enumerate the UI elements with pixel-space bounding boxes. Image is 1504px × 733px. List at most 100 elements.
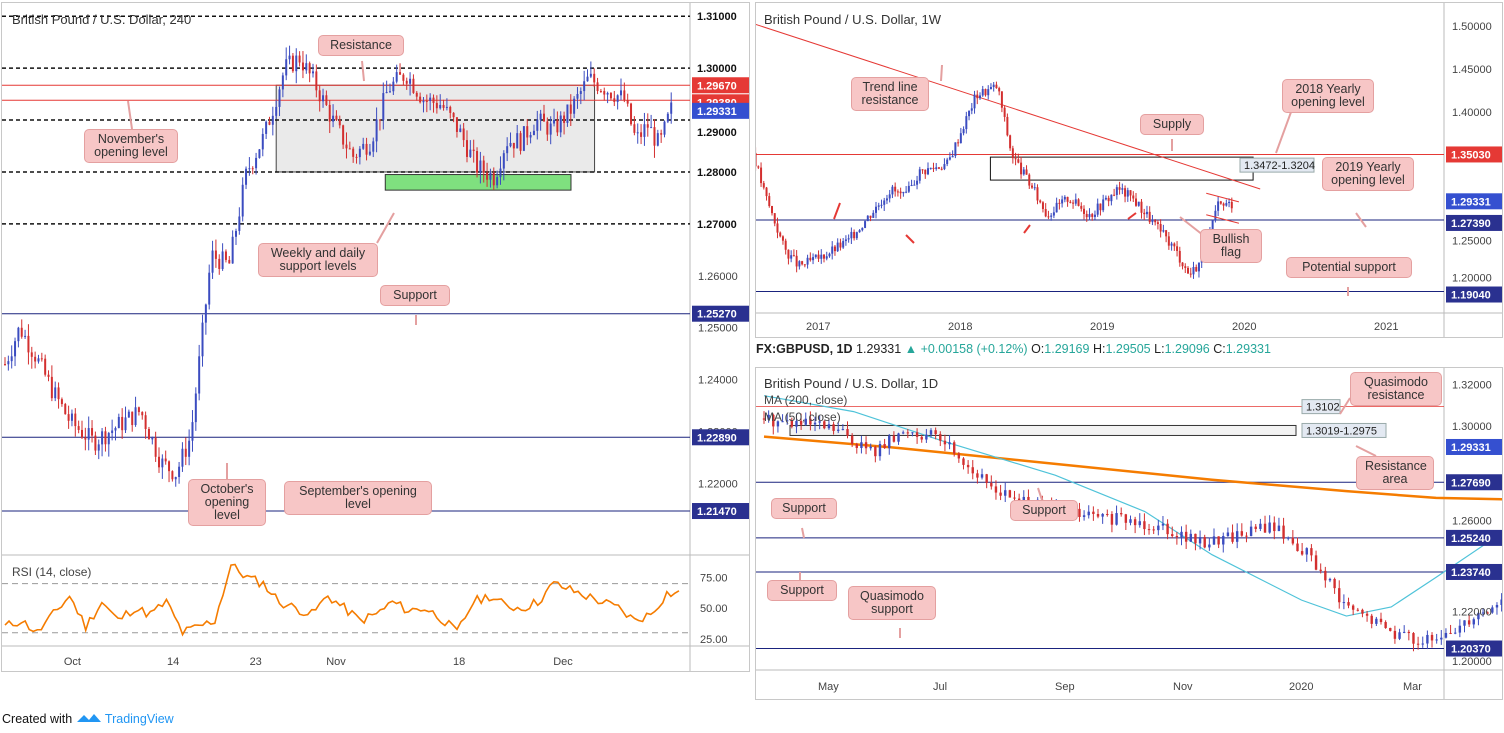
candle-body [790, 255, 793, 259]
candle-body [1203, 537, 1206, 548]
candle-body [929, 430, 933, 435]
trendline [756, 23, 1261, 190]
candle-body [382, 93, 385, 121]
candle-body [832, 424, 835, 431]
candle-body [50, 376, 53, 399]
candle-body [1184, 531, 1188, 542]
candle-body [358, 148, 361, 158]
note-resistance: Resistance [318, 35, 404, 56]
candle-body [850, 231, 853, 239]
candle-body [94, 435, 97, 451]
candle-body [817, 254, 820, 259]
candle-body [596, 82, 599, 92]
rsi-tick-label: 25.00 [700, 634, 728, 646]
candle-body [1110, 194, 1113, 202]
x-tick-label: 23 [250, 656, 262, 668]
candle-body [1061, 199, 1064, 204]
candle-body [1228, 201, 1231, 204]
candle-body [1296, 543, 1299, 552]
box-label-bg [1301, 422, 1387, 438]
candle-body [827, 424, 831, 429]
y-tick-label: 1.30000 [1452, 421, 1492, 433]
y-tick-label: 1.50000 [1452, 21, 1492, 33]
candle-body [154, 437, 157, 457]
candle-body [445, 106, 448, 108]
chart-1w-canvas[interactable]: 1.50000 1.45000 1.40000 1.35030 1.29331 1.273… [756, 3, 1503, 338]
candle-body [549, 123, 552, 135]
note-supply: Supply [1140, 114, 1204, 135]
candle-body [1300, 551, 1304, 555]
x-tick-label: Nov [326, 656, 346, 668]
candle-body [812, 257, 815, 261]
candle-body [47, 374, 50, 377]
candle-body [70, 413, 73, 421]
candle-body [814, 254, 817, 258]
candle-body [164, 458, 167, 462]
x-tick-label: 2019 [1090, 321, 1114, 333]
footer-brand: TradingView [104, 712, 174, 726]
chart-4h-canvas[interactable]: 1.310001.300001.296701.293801.293311.290… [2, 3, 750, 672]
tradingview-logo-icon [76, 714, 101, 722]
price-tag: 1.23740 [1451, 567, 1491, 579]
x-tick-label: Mar [1403, 681, 1422, 693]
candle-body [335, 115, 338, 120]
candle-body [342, 125, 345, 145]
candle-body [874, 446, 877, 457]
candle-body [803, 264, 806, 266]
candle-body [1370, 615, 1373, 624]
candle-body [87, 428, 90, 440]
candle-body [915, 432, 919, 437]
candle-body [606, 92, 609, 95]
candle-body [439, 104, 442, 109]
candle-body [161, 458, 164, 468]
candle-body [1214, 210, 1217, 221]
candle-body [875, 206, 878, 213]
candle-body [315, 71, 318, 91]
candle-body [157, 456, 160, 468]
rsi-tick-label: 50.00 [700, 603, 728, 615]
candle-body [984, 89, 987, 96]
footer-created: Created with [2, 712, 73, 726]
candle-body [589, 73, 592, 77]
price-tag: 1.19040 [1451, 290, 1491, 302]
candle-body [405, 80, 408, 84]
rsi-line [4, 563, 680, 637]
candle-body [946, 159, 949, 165]
candle-body [104, 431, 107, 445]
x-tick-label: 14 [167, 656, 179, 668]
price-tag-bg [692, 124, 749, 141]
candle-body [1458, 625, 1462, 633]
candle-body [918, 169, 921, 181]
candle-body [593, 73, 596, 83]
candle-body [866, 215, 869, 222]
chart-panel-4h[interactable]: 1.310001.300001.296701.293801.293311.290… [1, 2, 750, 672]
qm-level-label: 1.3102 [1306, 402, 1340, 414]
x-tick-label: Sep [1055, 681, 1075, 693]
chart-panel-1d[interactable]: 1.32000 1.30000 1.29331 1.27690 1.26000 1.252… [755, 367, 1503, 700]
candle-body [1096, 203, 1099, 215]
note-pointer [1339, 397, 1351, 415]
candle-body [666, 113, 669, 122]
candle-body [757, 166, 760, 168]
price-tag: 1.30000 [697, 63, 737, 75]
candle-body [833, 246, 836, 252]
candle-body [1231, 532, 1234, 542]
candle-body [275, 106, 278, 116]
note-qm-resistance: Quasimodo resistance [1350, 372, 1442, 406]
candle-body [853, 231, 856, 239]
candle-body [1454, 632, 1457, 634]
candle-body [472, 149, 475, 152]
candle-body [1225, 203, 1228, 206]
candle-body [365, 143, 368, 155]
candle-body [1006, 116, 1009, 136]
candle-body [921, 169, 924, 171]
candle-body [255, 157, 258, 169]
candle-body [80, 429, 83, 438]
candle-body [67, 414, 70, 421]
chart-panel-1w[interactable]: 1.50000 1.45000 1.40000 1.35030 1.29331 1.273… [755, 2, 1503, 338]
candle-body [1421, 643, 1424, 645]
candle-body [976, 473, 979, 478]
candle-body [989, 87, 992, 90]
chart-1d-canvas[interactable]: 1.32000 1.30000 1.29331 1.27690 1.26000 1.252… [756, 368, 1503, 700]
candle-body [338, 119, 341, 126]
